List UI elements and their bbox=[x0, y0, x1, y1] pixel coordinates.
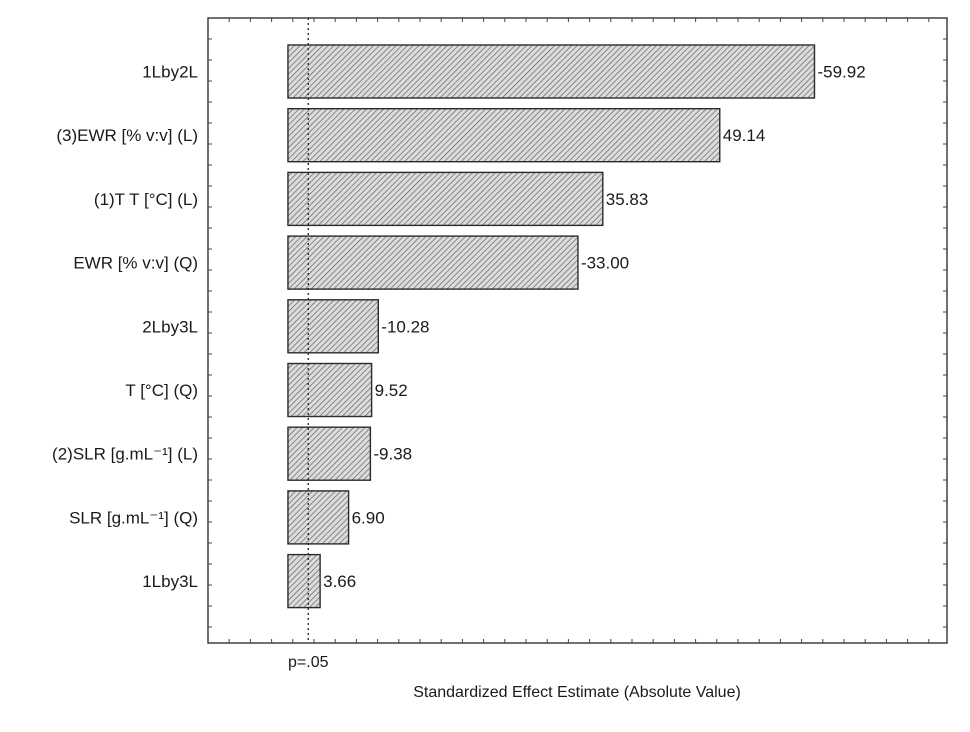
bar bbox=[287, 44, 816, 99]
bar bbox=[287, 107, 721, 163]
x-axis-title: Standardized Effect Estimate (Absolute V… bbox=[413, 684, 741, 701]
category-label: SLR [g.mL⁻¹] (Q) bbox=[69, 508, 198, 527]
category-label: (2)SLR [g.mL⁻¹] (L) bbox=[52, 445, 198, 464]
bar bbox=[287, 171, 604, 227]
bar bbox=[287, 235, 579, 290]
category-label: EWR [% v:v] (Q) bbox=[73, 254, 198, 273]
bar-value-label: 6.90 bbox=[352, 508, 385, 527]
bar-value-label: -59.92 bbox=[817, 63, 865, 82]
bar bbox=[287, 490, 350, 545]
category-label: 1Lby3L bbox=[142, 572, 198, 591]
bar-value-label: 3.66 bbox=[323, 572, 356, 591]
bar bbox=[287, 426, 372, 481]
significance-label: p=.05 bbox=[288, 654, 329, 671]
bar bbox=[287, 299, 379, 354]
category-label: T [°C] (Q) bbox=[125, 381, 198, 400]
bar-value-label: 9.52 bbox=[375, 381, 408, 400]
category-label: (1)T T [°C] (L) bbox=[94, 190, 198, 209]
bar bbox=[287, 362, 373, 418]
bar-value-label: -9.38 bbox=[373, 445, 412, 464]
bars-group: -59.92 1Lby2L 49.14 (3)EWR [% v:v] (L) 35.83… bbox=[52, 44, 866, 609]
bar-value-label: -33.00 bbox=[581, 254, 629, 273]
category-label: 1Lby2L bbox=[142, 63, 198, 82]
category-label: (3)EWR [% v:v] (L) bbox=[56, 126, 198, 145]
category-label: 2Lby3L bbox=[142, 317, 198, 336]
bar-value-label: 49.14 bbox=[723, 126, 766, 145]
bar-value-label: -10.28 bbox=[381, 317, 429, 336]
frame-tick-marks bbox=[208, 18, 947, 643]
bar bbox=[287, 553, 321, 609]
bar-value-label: 35.83 bbox=[606, 190, 649, 209]
